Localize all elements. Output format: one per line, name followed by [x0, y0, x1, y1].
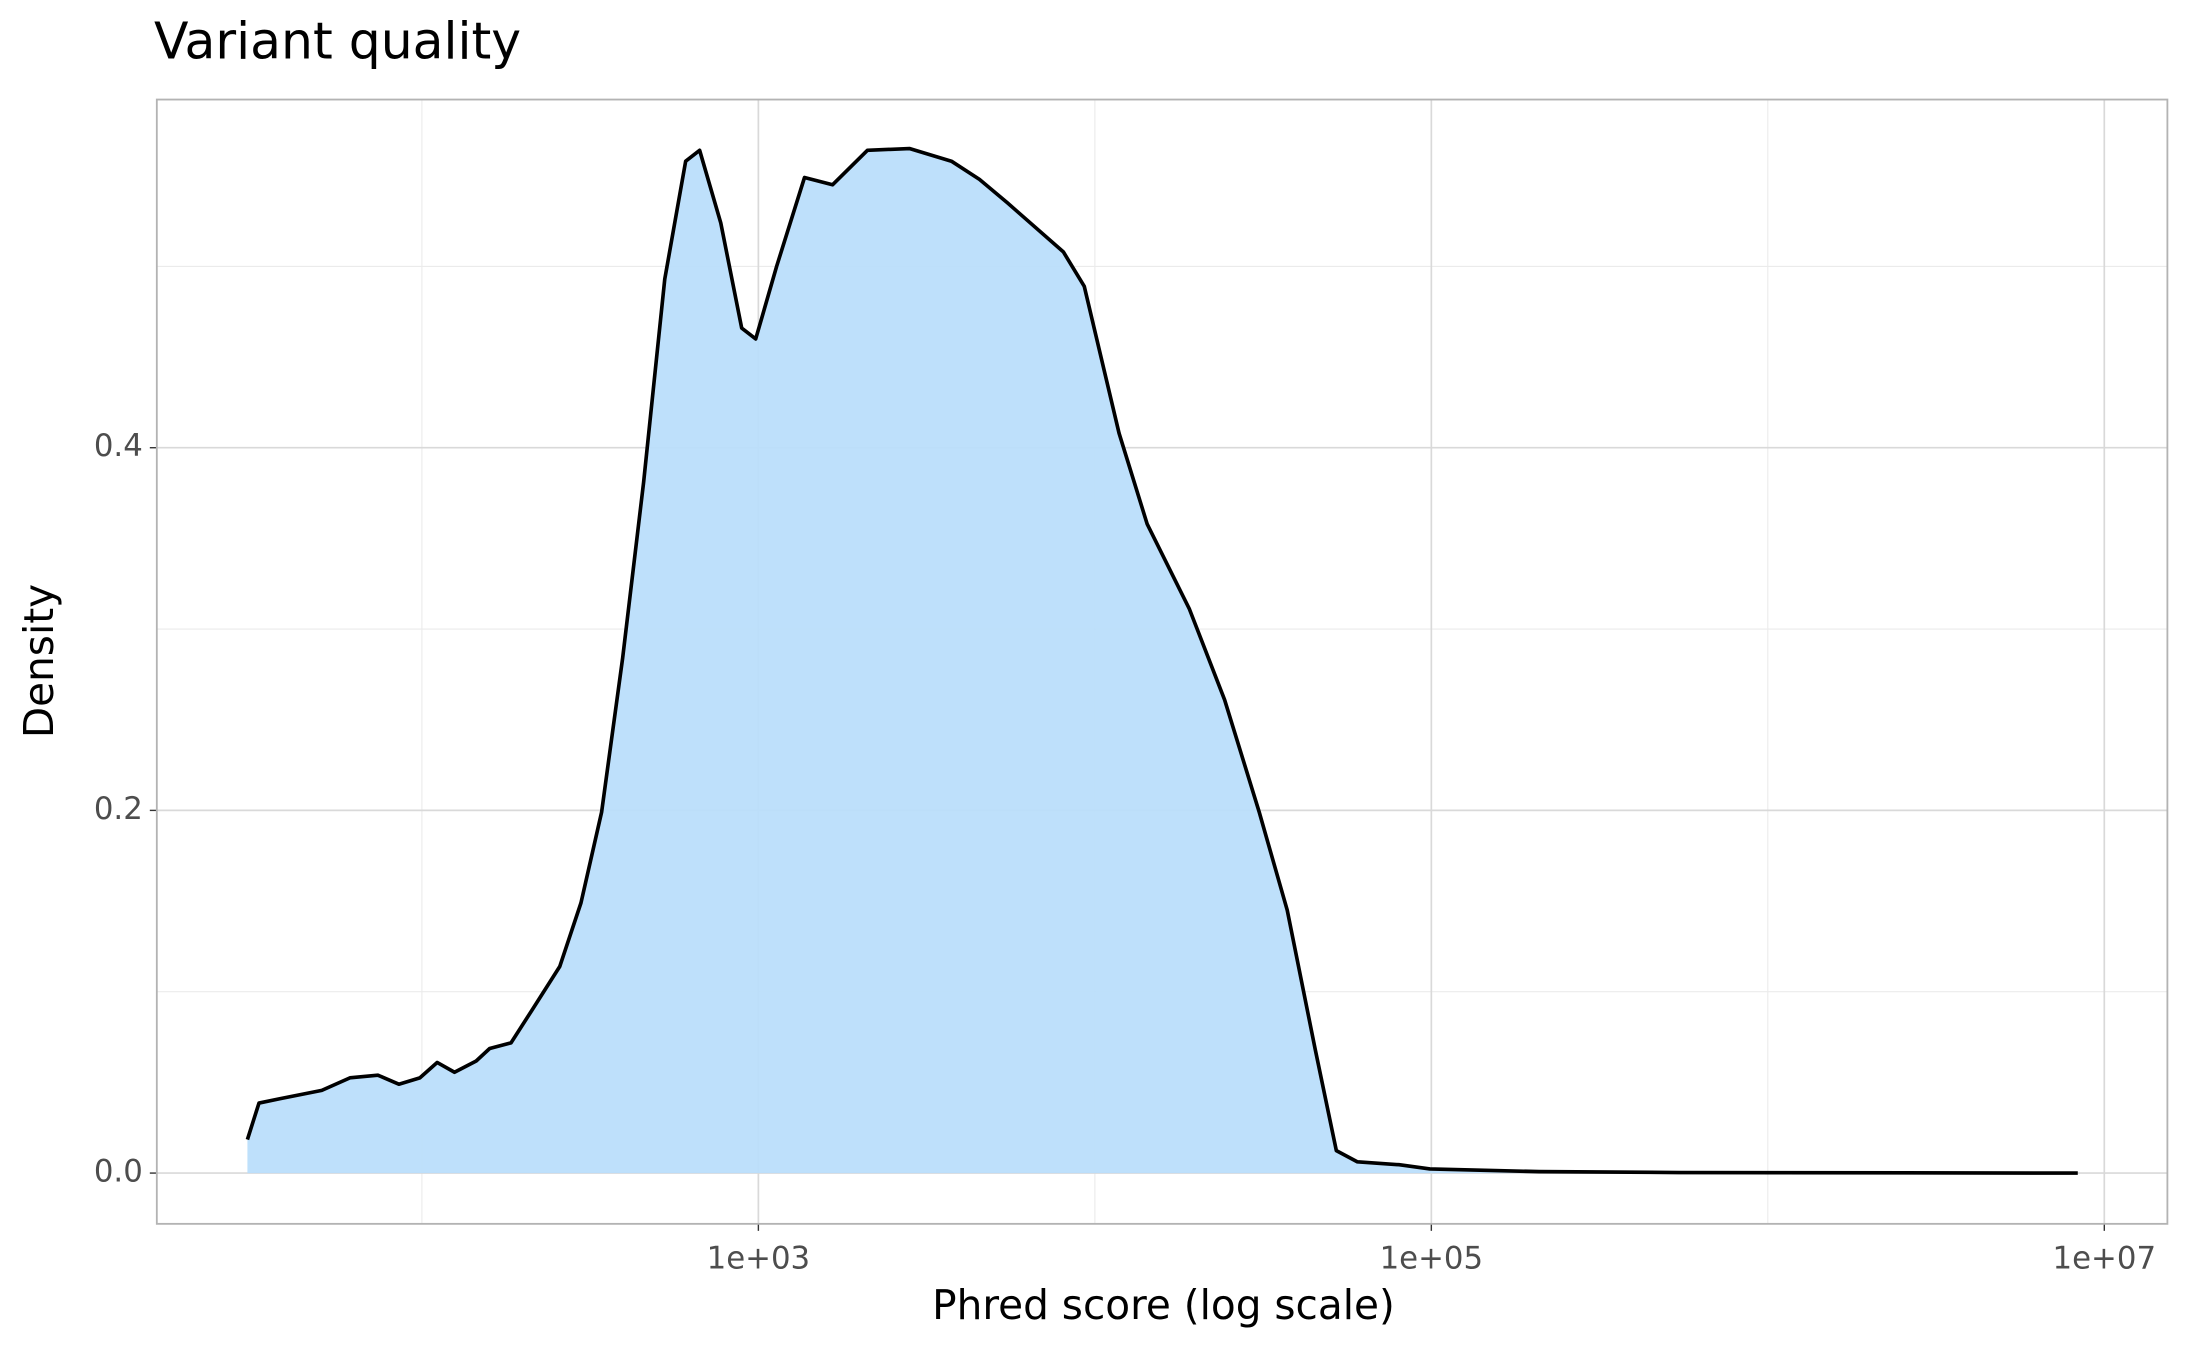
y-tick-label: 0.2	[94, 791, 143, 827]
x-tick-label: 1e+07	[2053, 1241, 2157, 1277]
y-axis-title: Density	[15, 584, 63, 738]
x-axis-title: Phred score (log scale)	[932, 1281, 1395, 1329]
x-tick-label: 1e+03	[707, 1241, 811, 1277]
y-tick-label: 0.0	[94, 1154, 143, 1190]
density-area	[247, 148, 2078, 1174]
density-line	[245, 146, 2078, 1175]
plot-border	[155, 98, 2169, 1225]
chart-title: Variant quality	[154, 11, 521, 70]
y-tick-label: 0.4	[94, 428, 143, 464]
x-tick-label: 1e+05	[1380, 1241, 1484, 1277]
